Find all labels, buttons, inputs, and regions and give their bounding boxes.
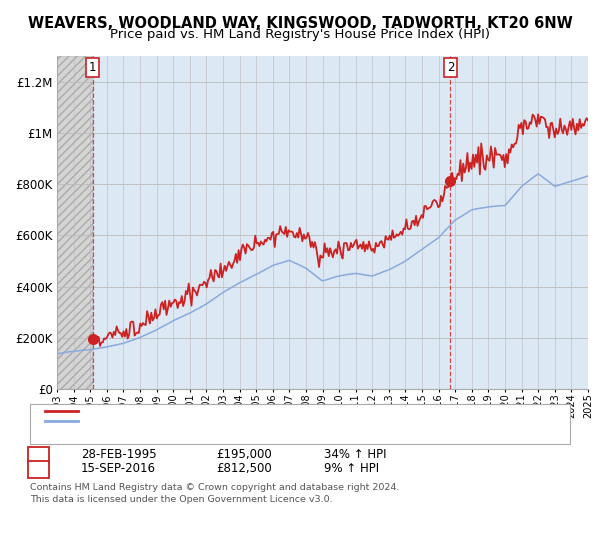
Text: Price paid vs. HM Land Registry's House Price Index (HPI): Price paid vs. HM Land Registry's House … bbox=[110, 28, 490, 41]
Text: 1: 1 bbox=[35, 448, 43, 461]
Text: £812,500: £812,500 bbox=[216, 462, 272, 475]
Text: WEAVERS, WOODLAND WAY, KINGSWOOD, TADWORTH, KT20 6NW (detached house): WEAVERS, WOODLAND WAY, KINGSWOOD, TADWOR… bbox=[84, 406, 525, 416]
Text: 2: 2 bbox=[35, 462, 43, 475]
Text: 15-SEP-2016: 15-SEP-2016 bbox=[81, 462, 156, 475]
Text: 9% ↑ HPI: 9% ↑ HPI bbox=[324, 462, 379, 475]
Text: WEAVERS, WOODLAND WAY, KINGSWOOD, TADWORTH, KT20 6NW: WEAVERS, WOODLAND WAY, KINGSWOOD, TADWOR… bbox=[28, 16, 572, 31]
Text: 28-FEB-1995: 28-FEB-1995 bbox=[81, 448, 157, 461]
Text: Contains HM Land Registry data © Crown copyright and database right 2024.
This d: Contains HM Land Registry data © Crown c… bbox=[30, 483, 400, 504]
Text: HPI: Average price, detached house, Reigate and Banstead: HPI: Average price, detached house, Reig… bbox=[84, 416, 392, 426]
Text: 2: 2 bbox=[446, 61, 454, 74]
Text: 1: 1 bbox=[89, 61, 97, 74]
Bar bbox=[57, 56, 92, 389]
Text: 34% ↑ HPI: 34% ↑ HPI bbox=[324, 448, 386, 461]
Text: £195,000: £195,000 bbox=[216, 448, 272, 461]
